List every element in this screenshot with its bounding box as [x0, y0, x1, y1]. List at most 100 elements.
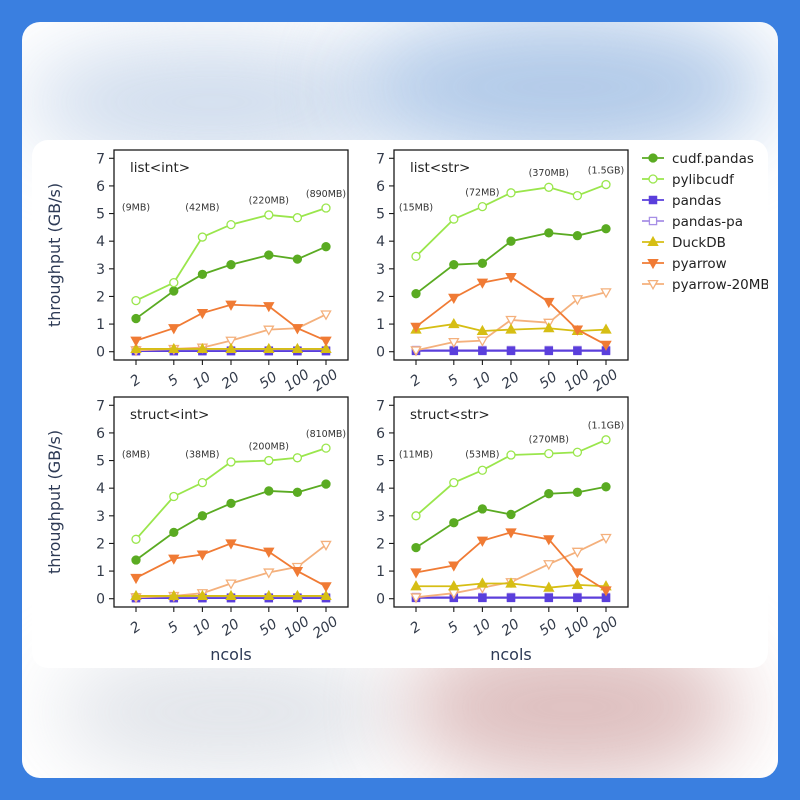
legend-label: DuckDB: [672, 235, 726, 251]
legend-marker: [648, 153, 658, 163]
series-duckdb: [130, 342, 332, 353]
data-point: [321, 443, 331, 453]
data-point: [226, 457, 236, 467]
panel-title: struct<str>: [410, 407, 490, 423]
card: 0 1 2 3 4 5 6 7 2 5 10 20 50 100 200 list<int> (9MB) (42M…: [22, 22, 778, 778]
data-point: [543, 297, 555, 309]
data-point: [505, 315, 517, 327]
data-point: [320, 336, 332, 347]
data-point: [226, 260, 236, 270]
legend-item: pyarrow-20MB: [642, 277, 768, 293]
background-blur: [52, 652, 402, 772]
series-pyarrow: [410, 528, 612, 597]
legend-item: pandas: [642, 193, 721, 209]
x-axis-label: ncols: [210, 645, 252, 664]
data-point: [131, 295, 141, 306]
data-point: [505, 577, 517, 588]
x-tick-label: 2: [407, 619, 424, 637]
data-point: [544, 593, 554, 603]
series-pyarrow: [410, 273, 612, 351]
x-tick-label: 200: [310, 613, 341, 641]
data-point: [264, 210, 274, 220]
legend-marker: [648, 174, 658, 184]
y-tick-label: 1: [376, 564, 385, 580]
data-point: [505, 323, 517, 334]
x-tick-label: 10: [470, 369, 494, 392]
series-cudf-pandas: [131, 242, 331, 324]
x-tick-label: 200: [590, 613, 621, 641]
size-annotation: (200MB): [249, 441, 289, 452]
legend-item: pylibcudf: [642, 172, 735, 188]
data-point: [263, 568, 275, 579]
data-point: [225, 342, 237, 353]
data-point: [264, 455, 274, 466]
series-pylibcudf: [131, 203, 331, 306]
data-point: [448, 561, 460, 572]
data-point: [601, 179, 611, 190]
plot-frame: [113, 149, 349, 361]
data-point: [411, 289, 421, 299]
data-point: [169, 527, 179, 538]
legend-label: pyarrow: [672, 256, 727, 272]
data-point: [449, 260, 459, 270]
data-point: [130, 589, 142, 600]
data-point: [225, 336, 237, 347]
size-annotation: (53MB): [465, 450, 499, 461]
data-point: [477, 201, 488, 212]
data-point: [320, 540, 332, 551]
data-point: [506, 509, 516, 520]
size-annotation: (38MB): [185, 450, 219, 461]
series-pylibcudf: [411, 179, 611, 262]
data-point: [544, 182, 554, 192]
data-point: [226, 498, 236, 509]
size-annotation: (1.1GB): [588, 421, 624, 432]
data-point: [321, 242, 331, 252]
y-tick-label: 1: [376, 317, 385, 333]
data-point: [448, 337, 460, 349]
data-point: [449, 346, 459, 356]
data-point: [506, 188, 516, 198]
y-tick-label: 6: [376, 179, 385, 195]
y-tick-label: 3: [96, 262, 105, 278]
data-point: [544, 489, 554, 499]
y-tick-label: 6: [376, 426, 385, 442]
x-tick-label: 50: [537, 369, 561, 392]
data-point: [477, 504, 488, 514]
data-point: [225, 579, 237, 590]
data-point: [197, 478, 208, 488]
y-tick-label: 7: [376, 151, 385, 167]
y-tick-label: 4: [376, 234, 385, 250]
y-tick-label: 4: [96, 481, 105, 497]
y-tick-label: 5: [376, 207, 385, 223]
y-tick-label: 6: [96, 426, 105, 442]
data-point: [505, 528, 517, 539]
x-tick-label: 5: [165, 372, 182, 390]
y-tick-label: 5: [376, 454, 385, 470]
data-point: [196, 342, 209, 353]
legend-label: pandas: [672, 193, 721, 209]
x-tick-label: 10: [190, 369, 214, 392]
legend-marker: [648, 195, 658, 205]
data-point: [505, 273, 517, 284]
legend-marker: [648, 216, 658, 226]
size-annotation: (810MB): [306, 429, 346, 440]
series-pylibcudf: [131, 443, 331, 544]
size-annotation: (1.5GB): [588, 165, 624, 176]
data-point: [601, 435, 611, 445]
size-annotation: (220MB): [249, 196, 289, 207]
y-tick-label: 2: [376, 536, 385, 552]
x-tick-label: 2: [127, 372, 144, 390]
data-point: [410, 593, 422, 604]
data-point: [477, 465, 488, 475]
data-point: [449, 478, 459, 488]
data-point: [411, 542, 421, 553]
data-point: [477, 258, 488, 268]
data-point: [410, 568, 422, 579]
size-annotation: (42MB): [185, 203, 219, 214]
size-annotation: (270MB): [529, 434, 569, 445]
data-point: [168, 554, 180, 565]
y-tick-label: 3: [376, 262, 385, 278]
data-point: [506, 236, 516, 246]
